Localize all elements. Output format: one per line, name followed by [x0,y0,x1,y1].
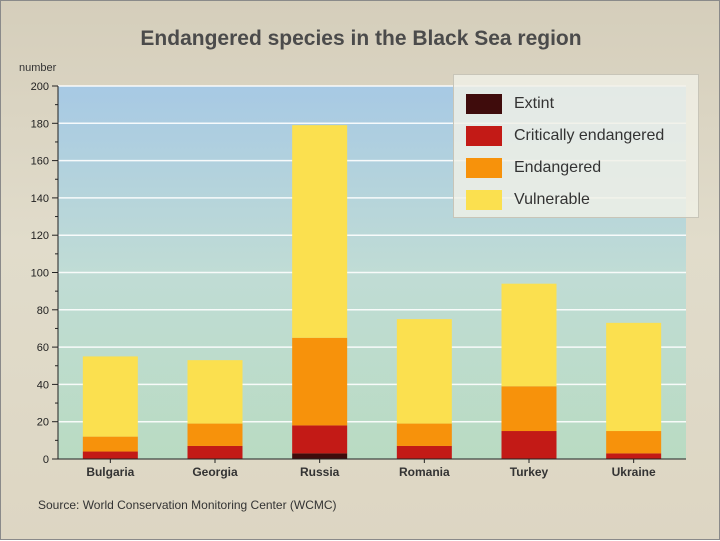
legend-item-endangered: Endangered [466,157,601,179]
bar-russia-vulnerable [292,125,348,338]
y-tick-label-160: 160 [31,156,49,168]
x-tick-label-turkey: Turkey [510,465,549,479]
y-tick-label-100: 100 [31,268,49,280]
y-tick-label-120: 120 [31,230,49,242]
bar-russia-extint [292,453,348,459]
legend-label-endangered: Endangered [514,159,602,176]
legend: Extint Critically endangered Endangered … [453,74,699,218]
x-tick-label-georgia: Georgia [192,465,238,479]
legend-item-extint: Extint [466,93,554,115]
y-tick-label-40: 40 [37,379,49,391]
bar-romania-endangered [396,423,452,446]
bar-russia-critically-endangered [292,425,348,454]
y-tick-label-140: 140 [31,193,49,205]
bar-russia-endangered [292,337,348,426]
chart-title: Endangered species in the Black Sea regi… [140,27,582,50]
axes [52,85,686,463]
y-tick-label-60: 60 [37,342,49,354]
bar-georgia-vulnerable [187,360,243,424]
bar-bulgaria-critically-endangered [82,451,138,459]
bar-ukraine-critically-endangered [606,453,662,459]
bar-romania-vulnerable [396,319,452,424]
x-tick-label-ukraine: Ukraine [612,465,656,479]
legend-label-extint: Extint [514,95,555,112]
x-tick-label-russia: Russia [300,465,340,479]
y-axis-label: number [19,62,57,74]
y-tick-label-0: 0 [43,454,49,466]
bar-georgia-endangered [187,423,243,446]
legend-label-vulnerable: Vulnerable [514,191,590,208]
bar-turkey-endangered [501,386,557,432]
bars [82,125,662,459]
y-tick-label-200: 200 [31,81,49,93]
bar-ukraine-vulnerable [606,322,662,432]
y-tick-label-20: 20 [37,417,49,429]
bar-turkey-vulnerable [501,283,557,387]
bar-ukraine-endangered [606,431,662,454]
bar-romania-critically-endangered [396,445,452,459]
x-tick-label-romania: Romania [399,465,450,479]
bar-bulgaria-endangered [82,436,138,452]
legend-swatch-endangered [466,158,502,178]
legend-item-critically-endangered: Critically endangered [466,125,664,147]
bar-georgia-critically-endangered [187,445,243,459]
legend-item-vulnerable: Vulnerable [466,189,590,211]
legend-swatch-critically-endangered [466,126,502,146]
bar-turkey-critically-endangered [501,431,557,459]
legend-swatch-vulnerable [466,190,502,210]
tick-labels: 0 20 40 60 80 100 120 140 160 180 200 Bulgaria Georg… [31,81,656,479]
legend-swatch-extint [466,94,502,114]
y-tick-label-180: 180 [31,118,49,130]
bar-bulgaria-vulnerable [82,356,138,437]
x-tick-label-bulgaria: Bulgaria [86,465,134,479]
legend-label-critically-endangered: Critically endangered [514,127,665,144]
y-tick-label-80: 80 [37,305,49,317]
source-note: Source: World Conservation Monitoring Ce… [38,498,337,512]
